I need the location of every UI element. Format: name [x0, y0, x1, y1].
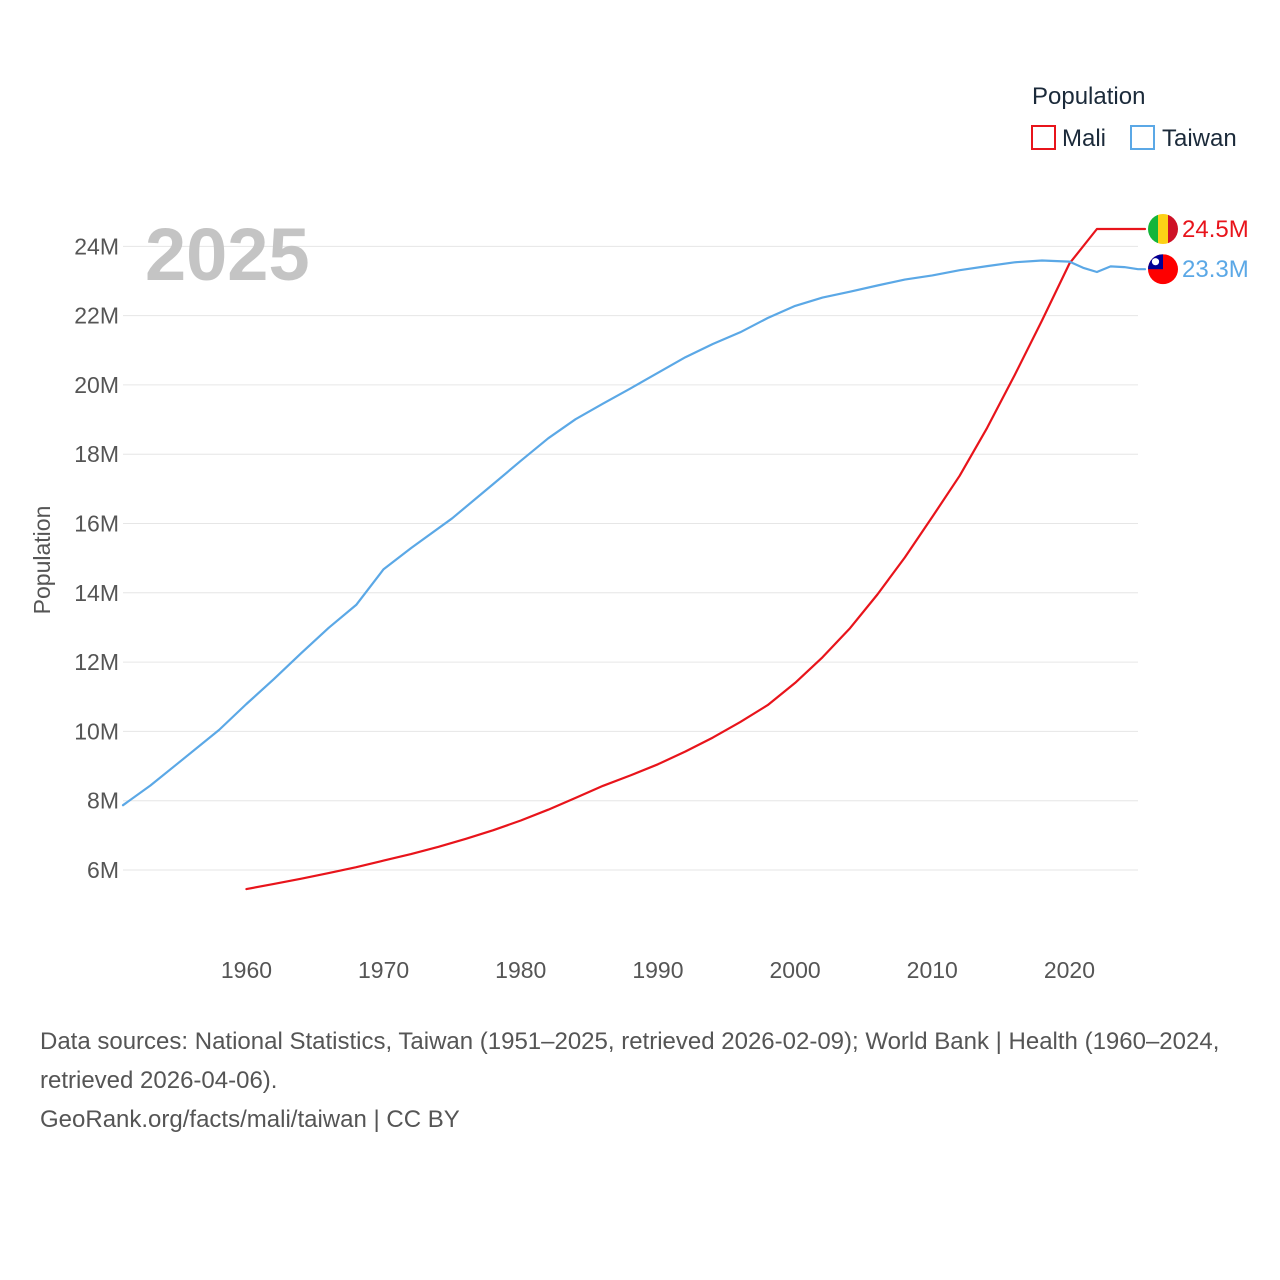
- x-tick-label: 1970: [358, 957, 409, 983]
- x-axis-ticks: 1960 1970 1980 1990 2000 2010 2020: [221, 957, 1095, 983]
- x-tick-label: 1980: [495, 957, 546, 983]
- population-line-chart: 6M 8M 10M 12M 14M 16M 18M 20M 22M 24M 1960 1970 198…: [29, 83, 1249, 983]
- legend-swatch-mali[interactable]: [1031, 125, 1056, 150]
- y-tick-label: 8M: [87, 788, 119, 814]
- x-tick-label: 2010: [907, 957, 958, 983]
- series-line-taiwan[interactable]: [121, 259, 1147, 807]
- credit-line: GeoRank.org/facts/mali/taiwan | CC BY: [40, 1106, 460, 1133]
- mali-flag-icon: [1148, 214, 1178, 244]
- legend-title: Population: [1032, 83, 1145, 110]
- series-line-mali[interactable]: [245, 227, 1147, 891]
- series-end-markers: 24.5M 23.3M: [1148, 214, 1249, 285]
- footer: Data sources: National Statistics, Taiwa…: [40, 1022, 1250, 1139]
- legend-label-taiwan[interactable]: Taiwan: [1162, 125, 1237, 152]
- x-tick-label: 1990: [632, 957, 683, 983]
- y-tick-label: 16M: [74, 511, 119, 537]
- y-axis-label: Population: [29, 506, 55, 615]
- y-tick-label: 20M: [74, 372, 119, 398]
- y-tick-label: 14M: [74, 580, 119, 606]
- y-tick-label: 6M: [87, 857, 119, 883]
- y-tick-label: 12M: [74, 649, 119, 675]
- data-sources-note: Data sources: National Statistics, Taiwa…: [40, 1028, 1220, 1094]
- x-tick-label: 2000: [770, 957, 821, 983]
- series-lines: [121, 227, 1147, 891]
- y-tick-label: 18M: [74, 441, 119, 467]
- legend-swatch-taiwan[interactable]: [1130, 125, 1155, 150]
- x-tick-label: 1960: [221, 957, 272, 983]
- y-axis-ticks: 6M 8M 10M 12M 14M 16M 18M 20M 22M 24M: [74, 233, 119, 883]
- y-tick-label: 24M: [74, 233, 119, 259]
- legend-label-mali[interactable]: Mali: [1062, 125, 1106, 152]
- legend[interactable]: Population Mali Taiwan: [1031, 83, 1237, 152]
- year-label: 2025: [145, 213, 310, 296]
- end-label-mali: 24.5M: [1182, 216, 1249, 243]
- taiwan-flag-icon: [1148, 254, 1178, 285]
- y-tick-label: 10M: [74, 718, 119, 744]
- x-tick-label: 2020: [1044, 957, 1095, 983]
- y-tick-label: 22M: [74, 303, 119, 329]
- end-label-taiwan: 23.3M: [1182, 256, 1249, 283]
